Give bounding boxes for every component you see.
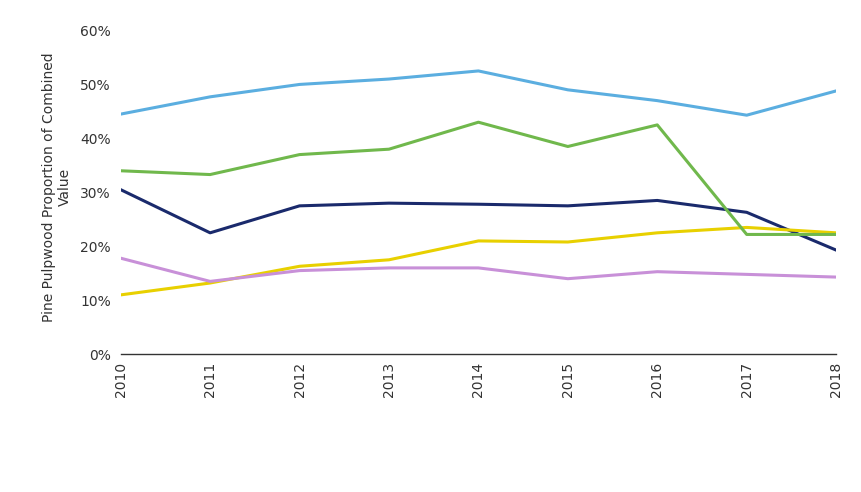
Georgia [740, 112, 751, 118]
Morehouse [383, 265, 393, 271]
Georgia [294, 82, 304, 88]
La Salle [830, 232, 840, 238]
Amite [205, 230, 215, 236]
Morehouse [473, 265, 483, 271]
La Salle [651, 122, 661, 128]
Chesapeake [383, 257, 393, 263]
Morehouse [740, 272, 751, 277]
Amite [830, 247, 840, 253]
Georgia [830, 88, 840, 94]
Chesapeake [740, 224, 751, 230]
La Salle [562, 144, 573, 150]
Amite [562, 203, 573, 209]
La Salle [473, 119, 483, 125]
Georgia [383, 76, 393, 82]
Line: La Salle: La Salle [121, 122, 835, 235]
Georgia [205, 94, 215, 100]
Georgia [651, 98, 661, 104]
Georgia [562, 87, 573, 93]
La Salle [294, 152, 304, 157]
La Salle [205, 172, 215, 178]
Amite [383, 200, 393, 206]
La Salle [740, 232, 751, 238]
Morehouse [562, 276, 573, 281]
Morehouse [294, 268, 304, 274]
Line: Chesapeake: Chesapeake [121, 227, 835, 295]
Chesapeake [651, 230, 661, 236]
Amite [740, 210, 751, 215]
Morehouse [830, 274, 840, 280]
La Salle [383, 146, 393, 152]
Chesapeake [205, 280, 215, 286]
Chesapeake [115, 292, 126, 298]
Amite [115, 186, 126, 192]
Chesapeake [294, 263, 304, 269]
Line: Amite: Amite [121, 189, 835, 250]
Chesapeake [562, 239, 573, 245]
Line: Georgia: Georgia [121, 71, 835, 115]
Amite [473, 201, 483, 207]
Georgia [473, 68, 483, 74]
Morehouse [205, 278, 215, 284]
Amite [294, 203, 304, 209]
Amite [651, 197, 661, 203]
Y-axis label: Pine Pulpwood Proportion of Combined
Value: Pine Pulpwood Proportion of Combined Val… [41, 52, 71, 322]
La Salle [115, 168, 126, 174]
Line: Morehouse: Morehouse [121, 258, 835, 281]
Morehouse [115, 255, 126, 261]
Georgia [115, 111, 126, 117]
Legend: Amite, Chesapeake, Georgia, Morehouse, La Salle: Amite, Chesapeake, Georgia, Morehouse, L… [205, 489, 751, 492]
Morehouse [651, 269, 661, 275]
Chesapeake [473, 238, 483, 244]
Chesapeake [830, 230, 840, 236]
